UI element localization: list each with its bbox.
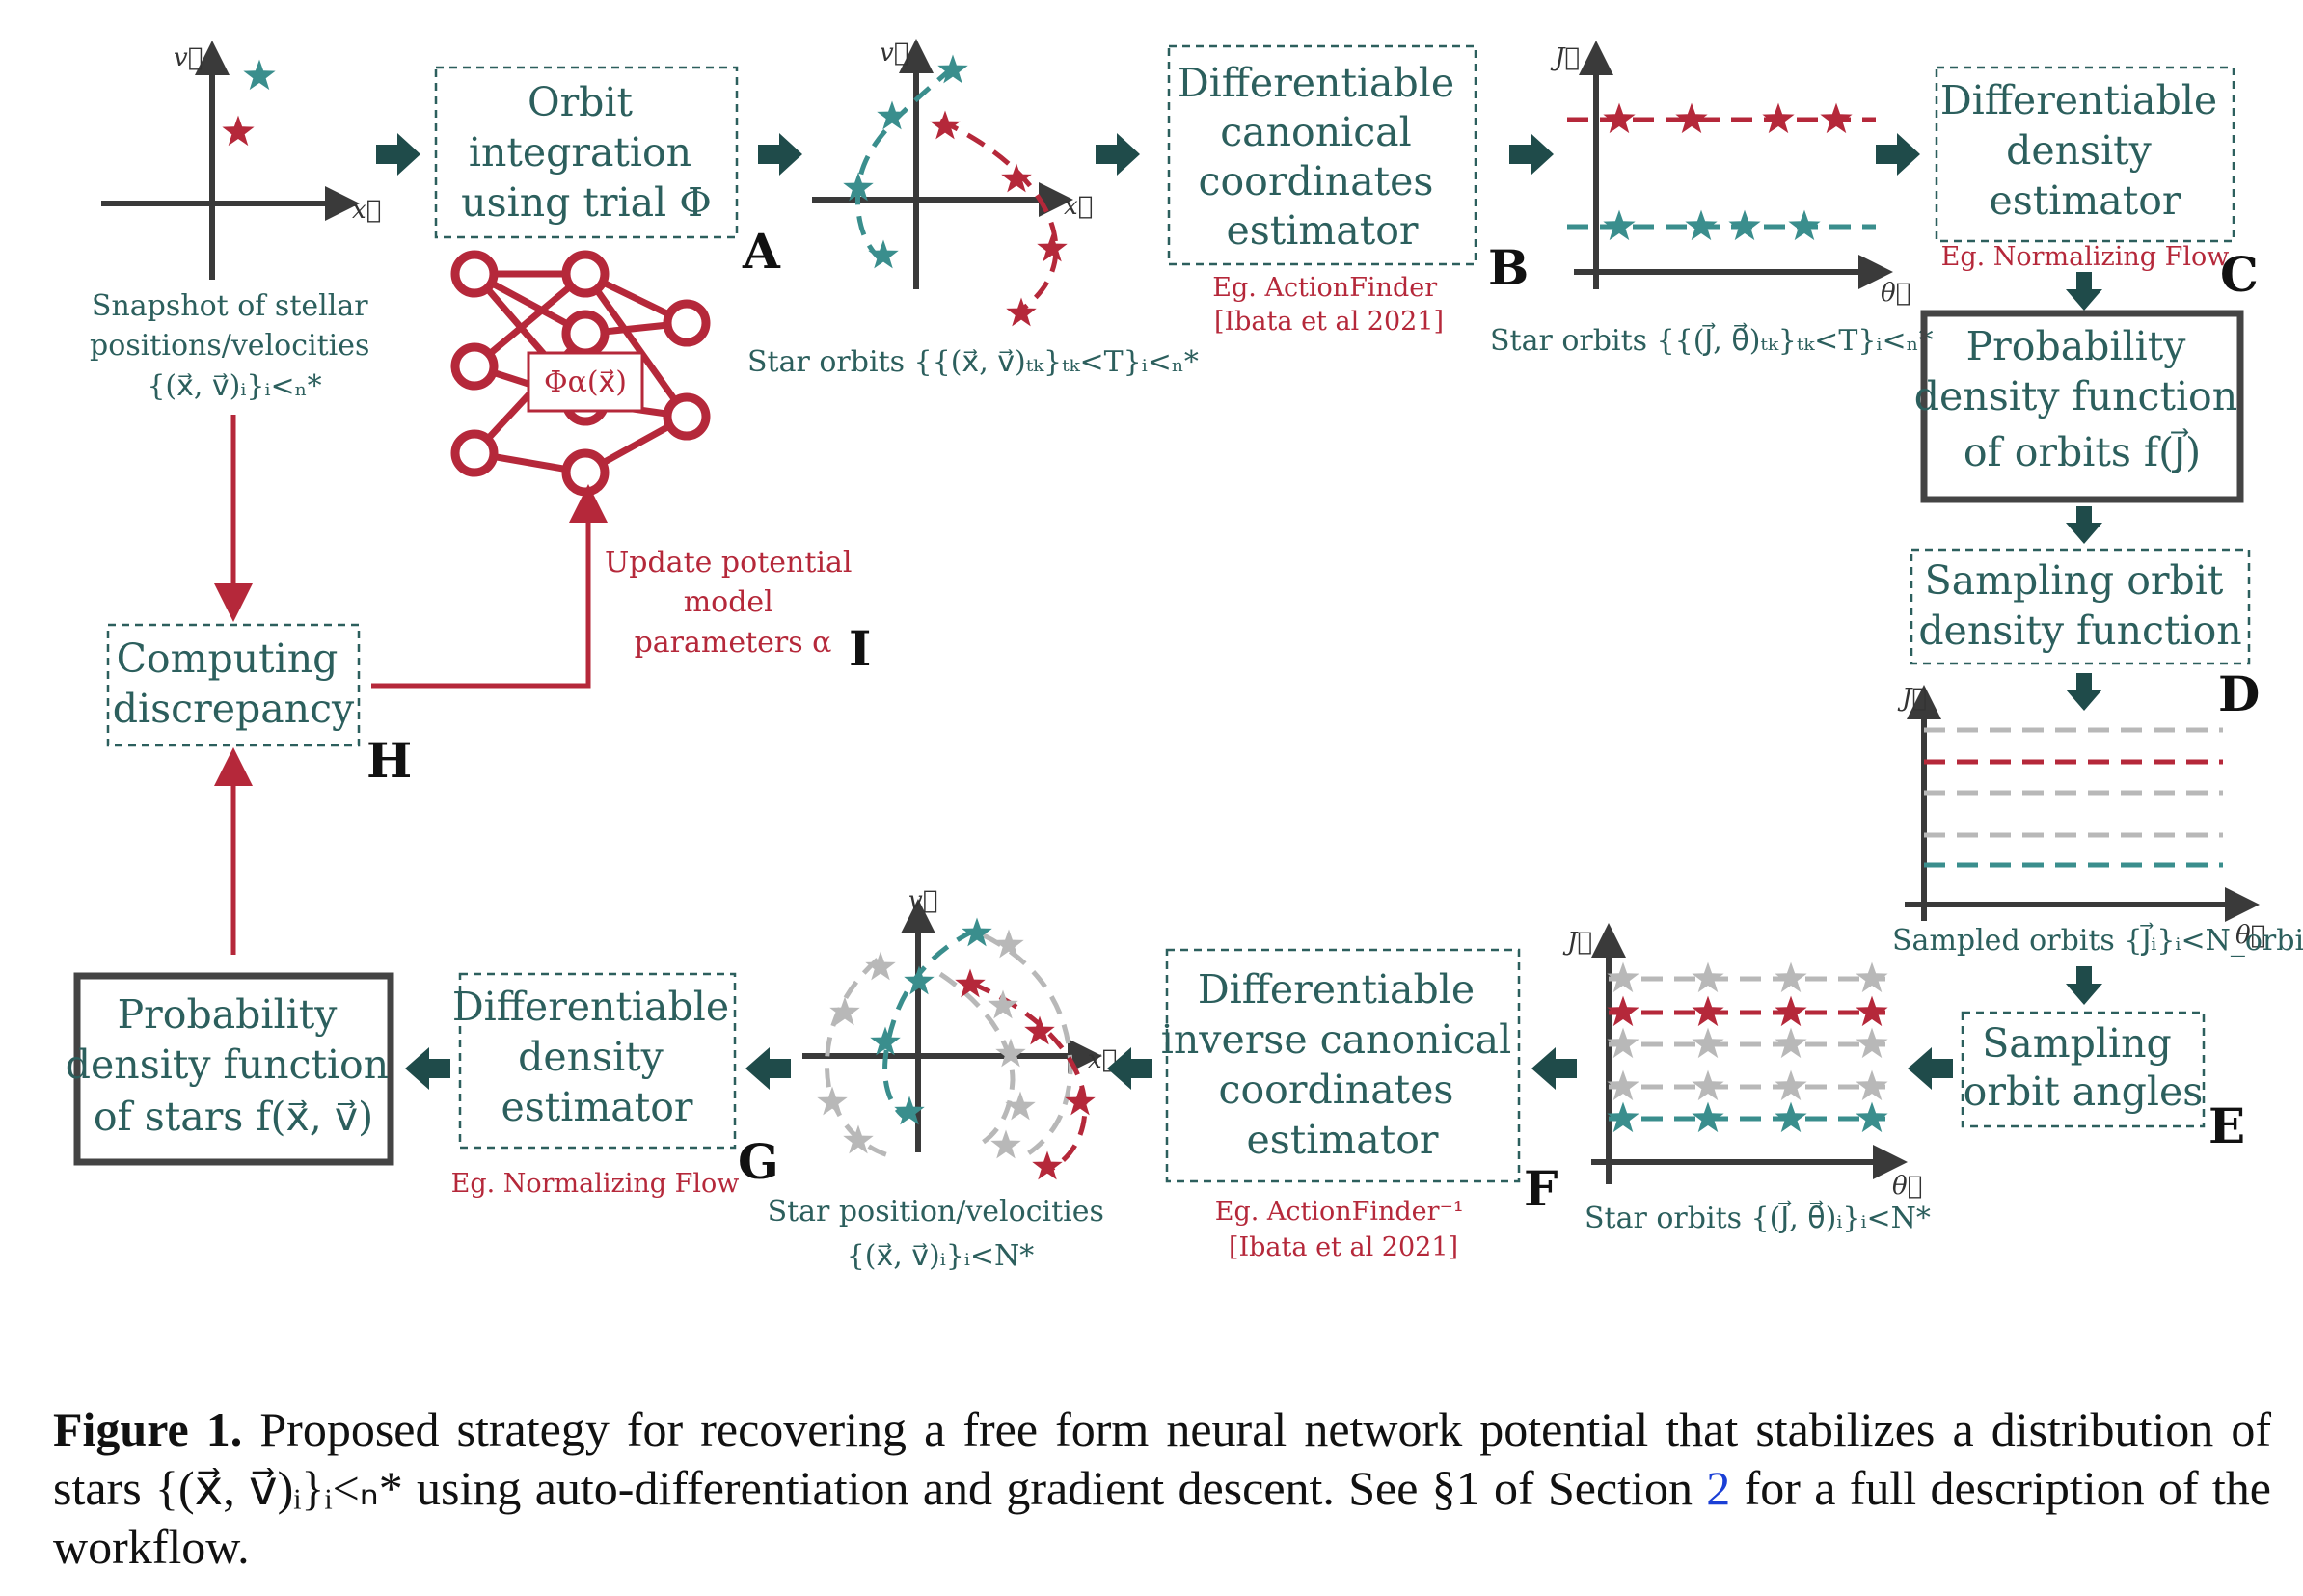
- axis-theta-label-f: θ⃗: [1892, 1172, 1922, 1201]
- star-orbits-f-label: Star orbits {(J⃗, θ⃗)ᵢ}ᵢ<N*: [1585, 1201, 1931, 1235]
- axis-j-label-d: J⃗: [1897, 684, 1927, 713]
- orbit-axes-a: [812, 39, 1073, 289]
- discrepancy-text: Computing discrepancy: [113, 636, 355, 732]
- step-letter-c: C: [2220, 246, 2259, 303]
- feedback-arrows: [214, 415, 608, 955]
- figure-caption: Figure 1. Proposed strategy for recoveri…: [53, 1400, 2271, 1577]
- star-teal: [1728, 209, 1761, 241]
- star-teal: [243, 59, 276, 91]
- density-estimator-bottom-box: [458, 972, 737, 1150]
- sampling-angles-text: Sampling orbit angles: [1964, 1020, 2204, 1115]
- eg-nf-bottom-label: Eg. Normalizing Flow: [451, 1169, 740, 1199]
- step-letter-h: H: [366, 732, 412, 789]
- eg-nf-top-label: Eg. Normalizing Flow: [1941, 242, 2230, 272]
- pdf-orbits-box: [1920, 310, 2244, 503]
- star-red: [1820, 102, 1853, 134]
- caption-text-2: for a full description of the workflow.: [53, 1461, 2271, 1574]
- orbit-integration-text: Orbit integration using trial Φ: [461, 79, 712, 226]
- snapshot-axes: [101, 41, 360, 280]
- star-teal: [1685, 209, 1718, 241]
- inverse-estimator-box: [1165, 948, 1521, 1183]
- orbit-integration-box: [434, 66, 739, 239]
- action-axes-d: [1905, 685, 2260, 922]
- density-estimator-bottom-text: Differentiable density estimator: [452, 984, 742, 1130]
- sampled-action-lines: [1924, 727, 2223, 868]
- sampled-stars-g: [817, 917, 1096, 1180]
- step-letter-b: B: [1488, 239, 1529, 296]
- step-letter-a: A: [742, 223, 781, 280]
- caption-text-1: Proposed strategy for recovering a free …: [53, 1402, 2271, 1515]
- phi-alpha-label: Φα(x⃗): [544, 365, 627, 399]
- axis-v-label-g: v⃗: [908, 886, 937, 915]
- star-red: [222, 115, 255, 147]
- axis-x-label-a: x⃗: [1064, 192, 1093, 221]
- sampled-orbit-lines-f: [1609, 976, 1885, 1122]
- star-red: [1675, 102, 1708, 134]
- eg-actionfinder-inv-label: Eg. ActionFinder⁻¹ [Ibata et al 2021]: [1215, 1197, 1473, 1262]
- red-orbit-path: [938, 118, 1059, 313]
- pdf-orbits-text: Probability density function of orbits f…: [1914, 323, 2250, 475]
- discrepancy-box: [106, 623, 361, 747]
- sampled-orbit-paths-g: [824, 928, 1088, 1175]
- sampling-density-text: Sampling orbit density function: [1918, 557, 2241, 654]
- update-potential-label: Update potential model parameters α: [605, 546, 861, 660]
- action-axes-b: [1574, 41, 1893, 289]
- neural-network-icon: Φα(x⃗): [450, 250, 711, 497]
- step-letter-g: G: [738, 1133, 779, 1190]
- star-teal: [1788, 209, 1821, 241]
- inverse-estimator-text: Differentiable inverse canonical coordin…: [1161, 966, 1524, 1163]
- canonical-estimator-box: [1167, 44, 1477, 266]
- teal-orbit-path: [854, 66, 955, 265]
- axis-v-label-a: v⃗: [880, 39, 908, 68]
- step-letter-d: D: [2218, 665, 2260, 722]
- axis-x-label: x⃗: [352, 196, 381, 225]
- density-estimator-top-box: [1935, 66, 2235, 243]
- star-red: [930, 110, 961, 140]
- star-red: [1037, 232, 1068, 262]
- density-estimator-top-text: Differentiable density estimator: [1940, 77, 2230, 224]
- axis-j-label-b: J⃗: [1550, 43, 1580, 72]
- star-teal: [877, 100, 908, 130]
- star-orbits-a-label: Star orbits {{(x⃗, v⃗)ₜₖ}ₜₖ<T}ᵢ<ₙ*: [747, 345, 1199, 379]
- star-red: [1603, 102, 1636, 134]
- step-letter-e: E: [2208, 1097, 2245, 1154]
- star-red: [1762, 102, 1795, 134]
- star-teal: [868, 239, 899, 269]
- sampled-orbits-label: Sampled orbits {J⃗ᵢ}ᵢ<N_orbits: [1892, 923, 2303, 958]
- sampling-density-box: [1910, 548, 2251, 665]
- star-teal: [1603, 209, 1636, 241]
- axis-theta-label-b: θ⃗: [1881, 279, 1910, 308]
- caption-label: Figure 1.: [53, 1402, 243, 1456]
- phase-space-axes-g: [802, 899, 1102, 1152]
- snapshot-label: Snapshot of stellar positions/velocities…: [90, 289, 379, 403]
- sampling-angles-box: [1961, 1011, 2206, 1128]
- axis-j-label-f: J⃗: [1562, 928, 1592, 957]
- star-orbits-b-label: Star orbits {{(J⃗, θ⃗)ₜₖ}ₜₖ<T}ᵢ<ₙ*: [1490, 323, 1934, 358]
- pdf-stars-text: Probability density function of stars f(…: [66, 991, 401, 1140]
- sampled-stars-f: [1607, 961, 1888, 1133]
- star-red: [1001, 163, 1032, 193]
- step-letter-i: I: [849, 620, 871, 677]
- pdf-stars-box: [73, 972, 394, 1166]
- section-link[interactable]: 2: [1706, 1461, 1731, 1515]
- axis-v-label: v⃗: [174, 43, 203, 72]
- step-letter-f: F: [1524, 1160, 1558, 1217]
- flow-arrows: [376, 133, 2102, 1090]
- star-posvel-label: Star position/velocities {(x⃗, v⃗)ᵢ}ᵢ<N*: [768, 1195, 1114, 1273]
- canonical-estimator-text: Differentiable canonical coordinates est…: [1178, 60, 1467, 254]
- star-red: [1006, 297, 1037, 327]
- eg-actionfinder-label: Eg. ActionFinder [Ibata et al 2021]: [1212, 273, 1445, 337]
- axis-theta-label-d: θ⃗: [2235, 921, 2265, 950]
